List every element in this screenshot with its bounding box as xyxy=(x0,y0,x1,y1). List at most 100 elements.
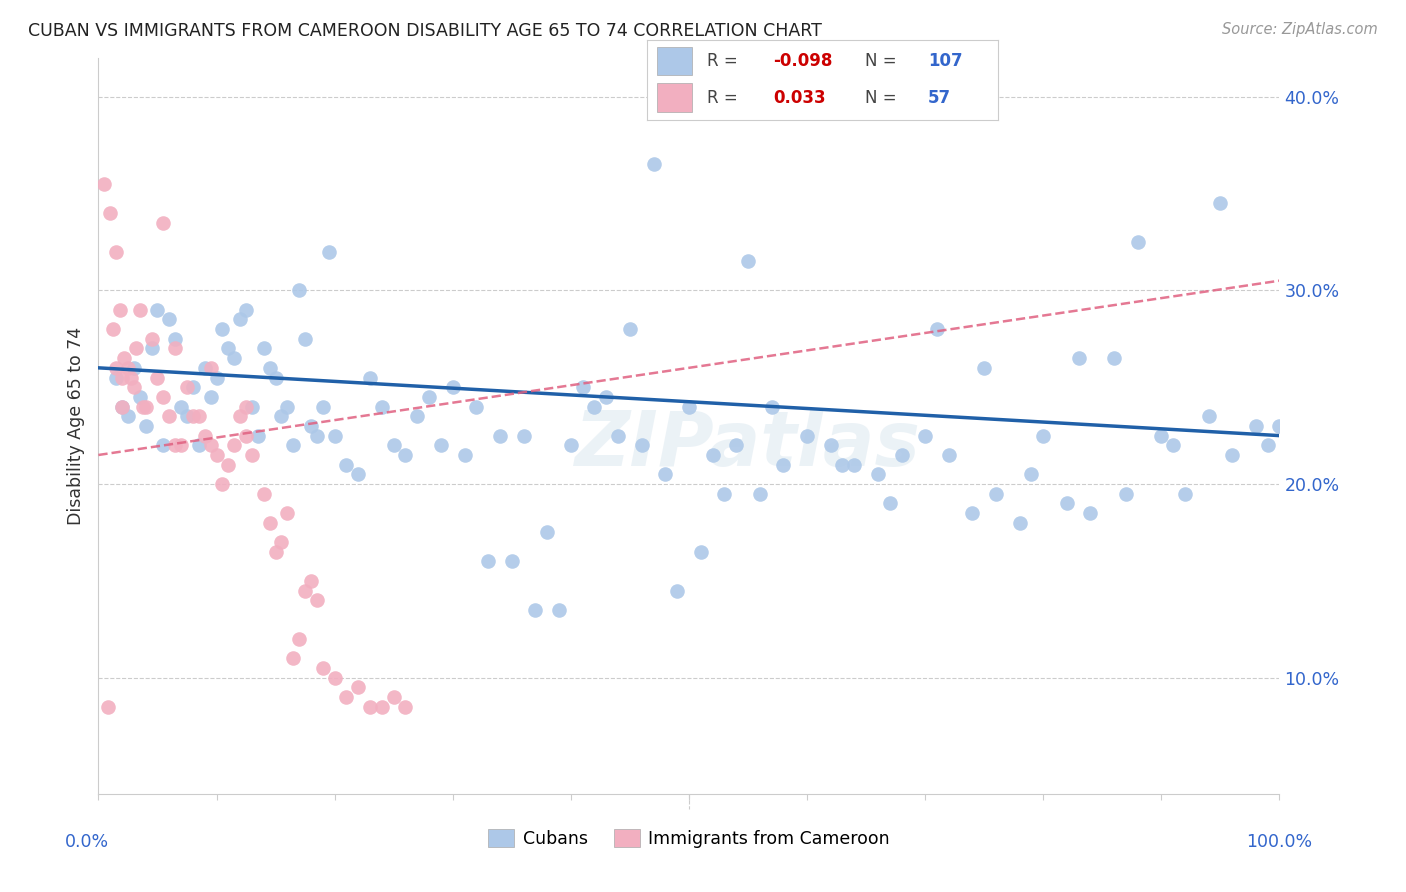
Point xyxy=(117,360,139,375)
Point xyxy=(211,477,233,491)
Point xyxy=(146,302,169,317)
Point xyxy=(371,699,394,714)
Point xyxy=(111,400,134,414)
Point xyxy=(146,370,169,384)
Point xyxy=(105,244,128,259)
Point xyxy=(240,400,263,414)
Point xyxy=(152,216,174,230)
Point xyxy=(394,699,416,714)
Point xyxy=(276,506,298,520)
Point xyxy=(122,360,145,375)
Point xyxy=(1021,467,1043,482)
Point xyxy=(560,438,582,452)
Point xyxy=(264,545,287,559)
Point xyxy=(235,302,257,317)
Text: 0.0%: 0.0% xyxy=(65,832,108,851)
Point xyxy=(489,428,512,442)
Point xyxy=(299,418,322,433)
Point xyxy=(1209,196,1232,211)
Point xyxy=(253,342,276,356)
Point xyxy=(117,409,139,424)
Point xyxy=(1257,438,1279,452)
Y-axis label: Disability Age 65 to 74: Disability Age 65 to 74 xyxy=(66,326,84,525)
Point xyxy=(844,458,866,472)
Point xyxy=(465,400,488,414)
Point xyxy=(122,380,145,394)
Point xyxy=(294,583,316,598)
Point xyxy=(246,428,269,442)
Point xyxy=(630,438,652,452)
Point xyxy=(217,342,239,356)
Point xyxy=(125,342,148,356)
Point xyxy=(796,428,818,442)
Point xyxy=(305,593,328,607)
Point xyxy=(108,302,131,317)
Point xyxy=(394,448,416,462)
Point xyxy=(128,302,150,317)
Point xyxy=(571,380,593,394)
Text: N =: N = xyxy=(865,52,896,70)
Point xyxy=(283,438,305,452)
Text: R =: R = xyxy=(707,89,737,107)
Text: -0.098: -0.098 xyxy=(773,52,832,70)
Text: 107: 107 xyxy=(928,52,963,70)
Text: CUBAN VS IMMIGRANTS FROM CAMEROON DISABILITY AGE 65 TO 74 CORRELATION CHART: CUBAN VS IMMIGRANTS FROM CAMEROON DISABI… xyxy=(28,22,823,40)
Point xyxy=(1174,486,1197,500)
Point xyxy=(181,409,204,424)
Point xyxy=(713,486,735,500)
Text: 0.033: 0.033 xyxy=(773,89,825,107)
Point xyxy=(1008,516,1031,530)
Point xyxy=(1150,428,1173,442)
Point xyxy=(441,380,464,394)
Point xyxy=(359,699,381,714)
Point xyxy=(406,409,429,424)
Point xyxy=(1126,235,1149,249)
Point xyxy=(371,400,394,414)
Point xyxy=(335,458,357,472)
Point xyxy=(418,390,440,404)
Point xyxy=(181,380,204,394)
Legend: Cubans, Immigrants from Cameroon: Cubans, Immigrants from Cameroon xyxy=(481,822,897,855)
Point xyxy=(725,438,748,452)
Point xyxy=(288,284,311,298)
Point xyxy=(430,438,453,452)
Point xyxy=(235,428,257,442)
Point xyxy=(270,409,292,424)
Point xyxy=(93,177,115,191)
Point xyxy=(962,506,984,520)
Point xyxy=(607,428,630,442)
Point xyxy=(187,409,209,424)
Point xyxy=(152,438,174,452)
Point xyxy=(170,400,193,414)
Point xyxy=(200,390,222,404)
Point xyxy=(925,322,948,336)
FancyBboxPatch shape xyxy=(657,84,693,112)
Point xyxy=(689,545,711,559)
Point xyxy=(938,448,960,462)
Point xyxy=(678,400,700,414)
Point xyxy=(276,400,298,414)
Point xyxy=(1198,409,1220,424)
Point xyxy=(666,583,689,598)
Point xyxy=(283,651,305,665)
Point xyxy=(229,409,252,424)
Point xyxy=(294,332,316,346)
Point xyxy=(165,342,187,356)
Point xyxy=(194,360,217,375)
Point xyxy=(477,554,499,568)
Point xyxy=(157,409,180,424)
Point xyxy=(323,671,346,685)
Point xyxy=(1080,506,1102,520)
Point xyxy=(111,370,134,384)
Point xyxy=(135,418,157,433)
Point xyxy=(1115,486,1137,500)
Text: R =: R = xyxy=(707,52,737,70)
Point xyxy=(1220,448,1243,462)
Point xyxy=(112,351,135,366)
Point xyxy=(831,458,853,472)
Point xyxy=(128,390,150,404)
Point xyxy=(165,438,187,452)
Point xyxy=(200,438,222,452)
Point xyxy=(619,322,641,336)
Point xyxy=(737,254,759,268)
